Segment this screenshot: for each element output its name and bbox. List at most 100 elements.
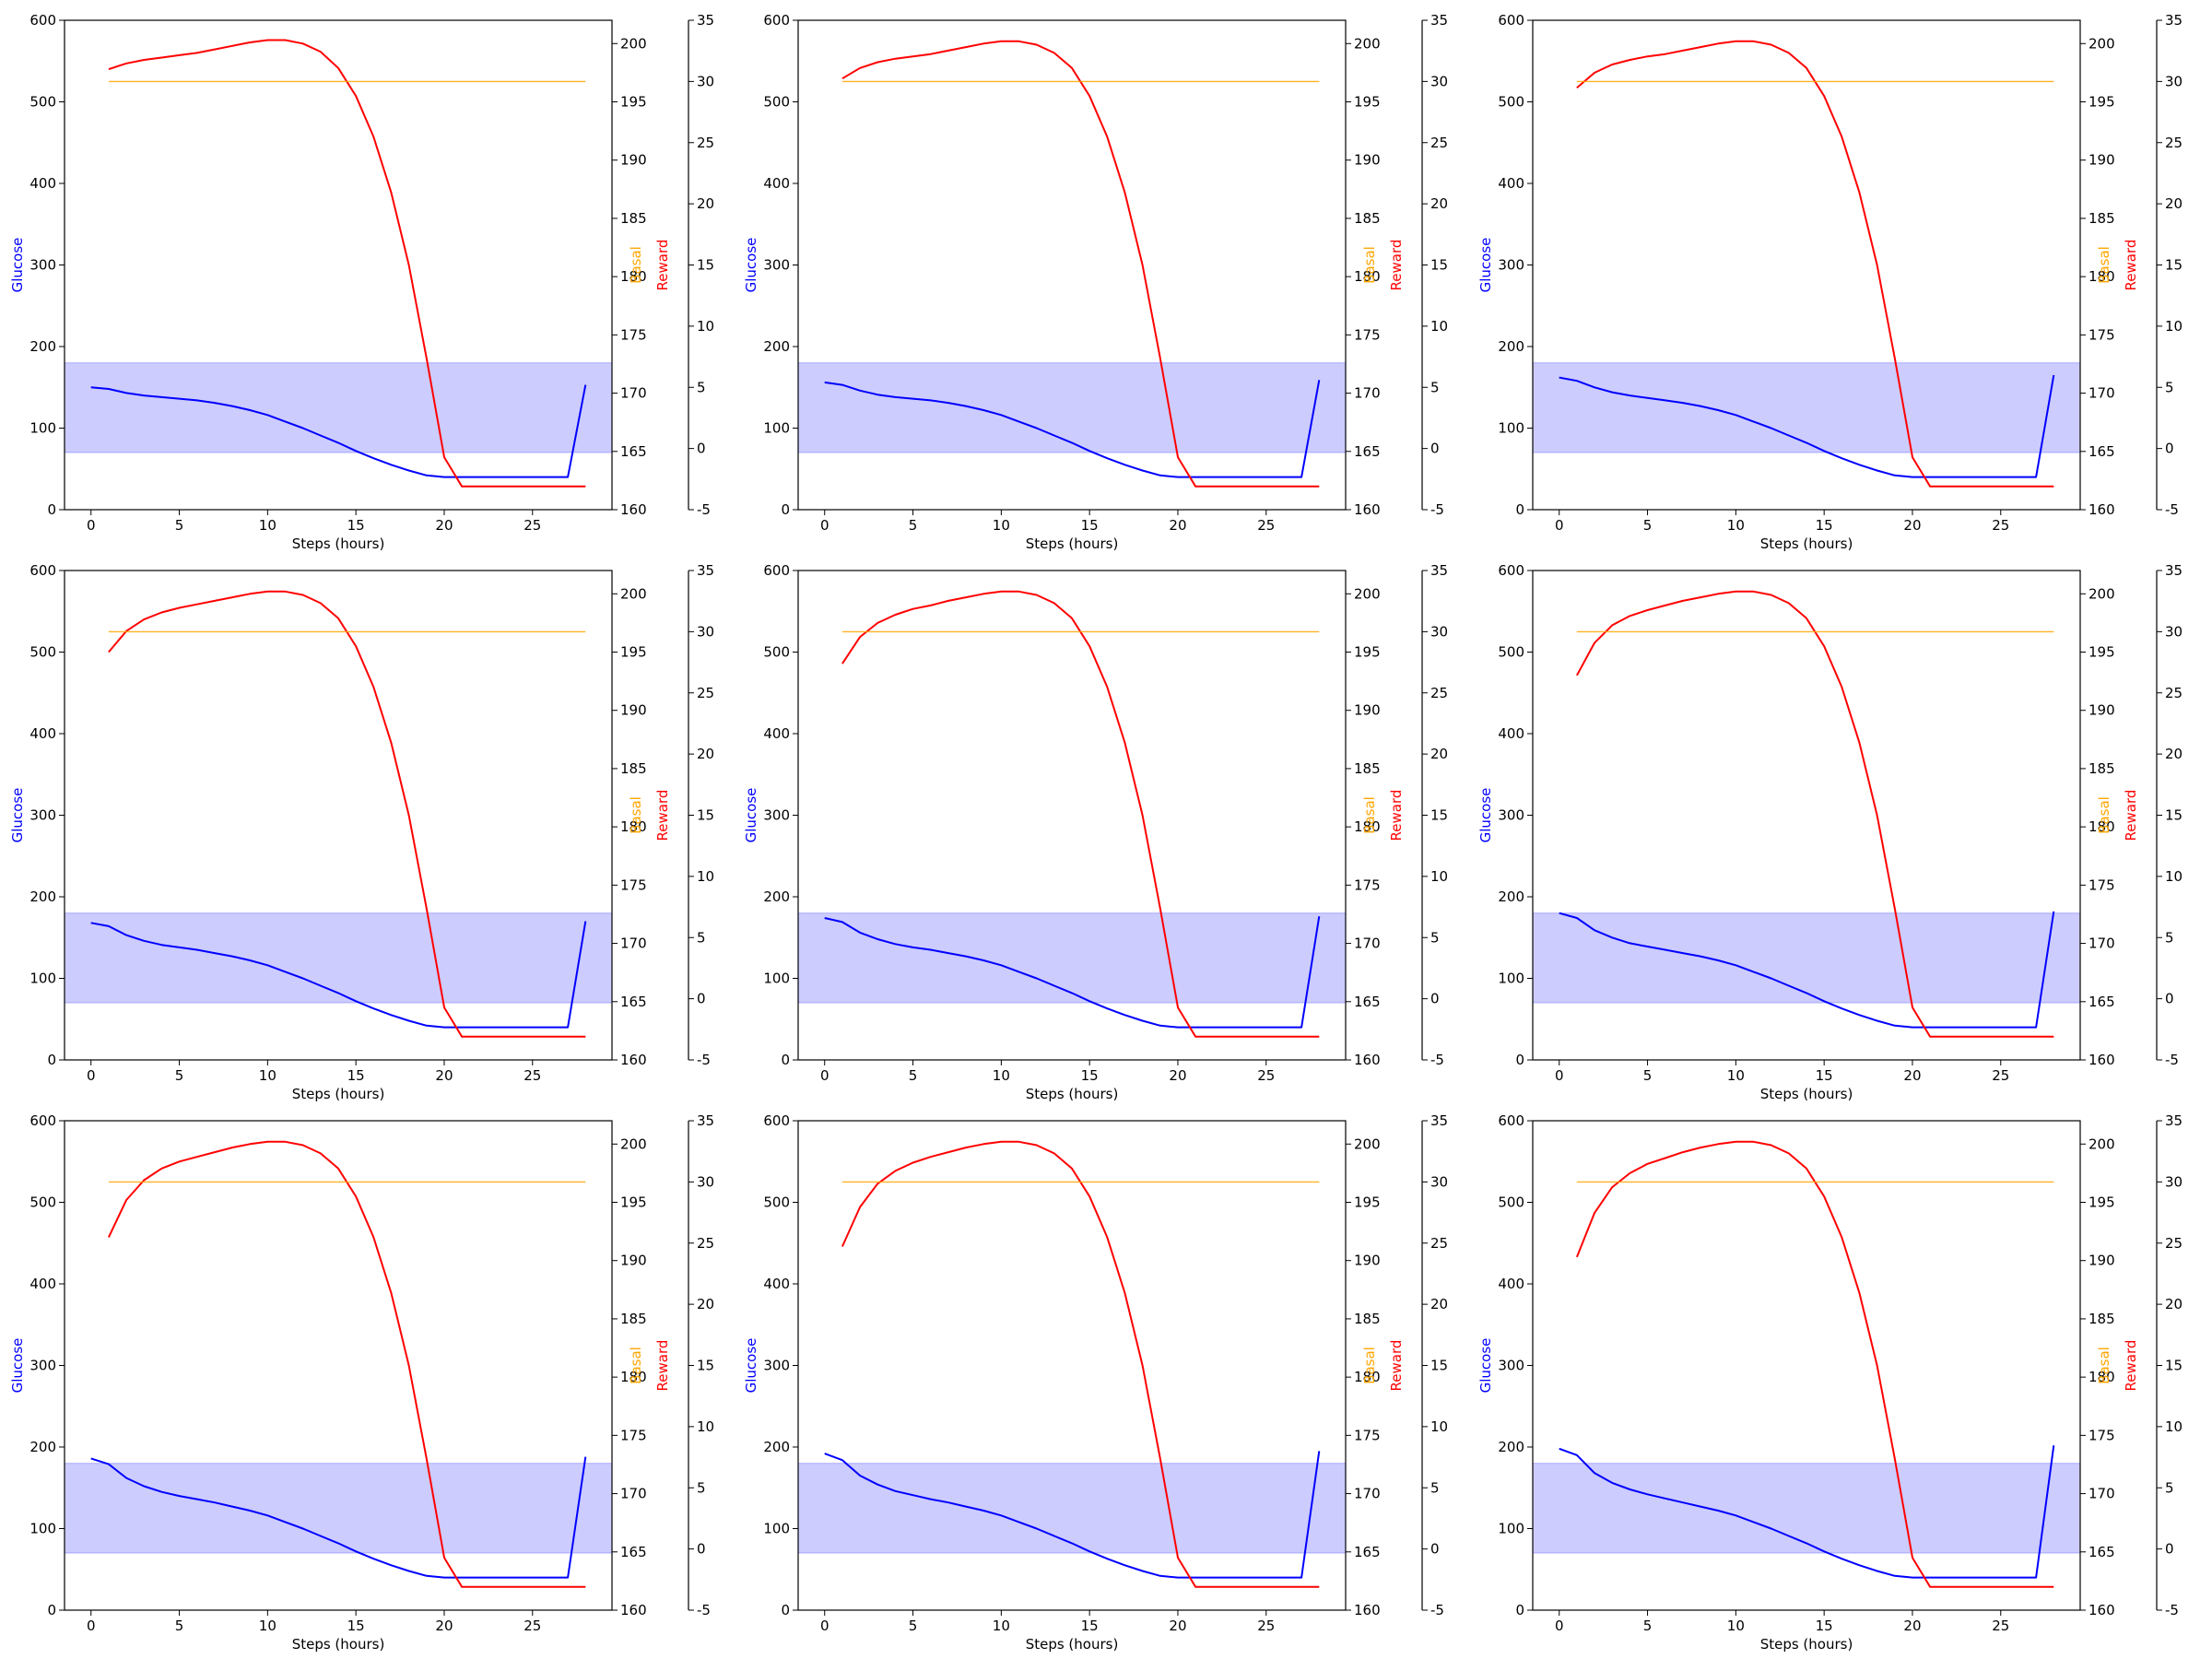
reward-tick-label: 165 bbox=[1354, 443, 1381, 460]
glucose-tick-label: 200 bbox=[1498, 338, 1524, 355]
reward-tick-label: 190 bbox=[2088, 1253, 2115, 1269]
basal-tick-label: -5 bbox=[2165, 501, 2179, 518]
reward-tick-label: 190 bbox=[620, 152, 647, 169]
x-tick-label: 15 bbox=[1081, 1618, 1099, 1634]
target-range-band bbox=[797, 1463, 1347, 1554]
reward-tick-label: 190 bbox=[1354, 1253, 1381, 1269]
glucose-tick-label: 300 bbox=[763, 1358, 790, 1374]
basal-axis-label: Basal bbox=[1361, 796, 1378, 834]
glucose-tick-label: 400 bbox=[763, 1276, 790, 1292]
glucose-tick-label: 600 bbox=[1498, 1112, 1524, 1129]
basal-tick-label: 10 bbox=[2165, 868, 2183, 885]
glucose-tick-label: 600 bbox=[1498, 562, 1524, 579]
reward-tick-label: 180 bbox=[1354, 1369, 1381, 1385]
basal-tick-label: 30 bbox=[697, 73, 714, 89]
glucose-tick-label: 0 bbox=[47, 501, 56, 518]
target-range-band bbox=[1532, 1463, 2081, 1554]
reward-tick-label: 185 bbox=[620, 760, 647, 777]
basal-tick-label: -5 bbox=[2165, 1052, 2179, 1068]
glucose-tick-label: 600 bbox=[29, 1112, 56, 1129]
x-tick-label: 25 bbox=[1992, 517, 2009, 534]
reward-tick-label: 170 bbox=[1354, 385, 1381, 402]
basal-tick-label: 35 bbox=[697, 1112, 714, 1129]
basal-tick-label: 20 bbox=[697, 746, 714, 762]
target-range-band bbox=[64, 1463, 613, 1554]
basal-tick-label: 20 bbox=[697, 1296, 714, 1312]
x-tick-label: 10 bbox=[259, 1067, 276, 1084]
basal-tick-label: 35 bbox=[697, 12, 714, 29]
reward-tick-label: 185 bbox=[620, 210, 647, 227]
reward-tick-label: 170 bbox=[1354, 935, 1381, 952]
reward-tick-label: 190 bbox=[1354, 702, 1381, 719]
reward-tick-label: 195 bbox=[1354, 94, 1381, 111]
basal-tick-label: 30 bbox=[2165, 623, 2183, 640]
reward-tick-label: 190 bbox=[1354, 152, 1381, 169]
basal-axis-label: Basal bbox=[1361, 1347, 1378, 1384]
glucose-tick-label: 400 bbox=[1498, 1276, 1524, 1292]
basal-tick-label: 10 bbox=[2165, 318, 2183, 335]
glucose-tick-label: 200 bbox=[29, 338, 56, 355]
glucose-tick-label: 0 bbox=[47, 1052, 56, 1068]
x-tick-label: 0 bbox=[1555, 1618, 1564, 1634]
x-axis-label: Steps (hours) bbox=[1760, 1636, 1853, 1653]
basal-axis-label: Basal bbox=[2096, 796, 2112, 834]
reward-tick-label: 200 bbox=[620, 585, 647, 602]
reward-tick-label: 165 bbox=[2088, 994, 2115, 1010]
glucose-tick-label: 500 bbox=[29, 1194, 56, 1211]
basal-tick-label: 10 bbox=[697, 318, 714, 335]
basal-tick-label: 35 bbox=[2165, 12, 2183, 29]
glucose-tick-label: 600 bbox=[29, 562, 56, 579]
glucose-tick-label: 0 bbox=[1515, 501, 1524, 518]
glucose-tick-label: 300 bbox=[29, 1358, 56, 1374]
basal-tick-label: 35 bbox=[697, 562, 714, 579]
glucose-tick-label: 500 bbox=[1498, 644, 1524, 661]
x-tick-label: 15 bbox=[1816, 517, 1833, 534]
basal-tick-label: 30 bbox=[697, 1173, 714, 1190]
basal-tick-label: 5 bbox=[697, 929, 706, 946]
target-range-band bbox=[1532, 362, 2081, 453]
reward-axis-label: Reward bbox=[1388, 790, 1405, 841]
reward-tick-label: 165 bbox=[620, 443, 647, 460]
basal-tick-label: 10 bbox=[1430, 868, 1448, 885]
reward-tick-label: 195 bbox=[620, 94, 647, 111]
reward-tick-label: 200 bbox=[2088, 585, 2115, 602]
basal-tick-label: 5 bbox=[1430, 379, 1440, 395]
glucose-tick-label: 100 bbox=[1498, 971, 1524, 987]
x-tick-label: 20 bbox=[1169, 1618, 1186, 1634]
basal-tick-label: 0 bbox=[1430, 1541, 1440, 1558]
x-tick-label: 20 bbox=[1169, 1067, 1186, 1084]
glucose-tick-label: 0 bbox=[1515, 1052, 1524, 1068]
reward-tick-label: 200 bbox=[1354, 1135, 1381, 1152]
glucose-tick-label: 500 bbox=[1498, 1194, 1524, 1211]
reward-tick-label: 200 bbox=[2088, 35, 2115, 52]
reward-tick-label: 195 bbox=[620, 644, 647, 661]
glucose-tick-label: 400 bbox=[29, 175, 56, 192]
reward-tick-label: 200 bbox=[620, 1135, 647, 1152]
basal-tick-label: 30 bbox=[2165, 73, 2183, 89]
basal-tick-label: 15 bbox=[2165, 1358, 2183, 1374]
reward-tick-label: 160 bbox=[620, 501, 647, 518]
reward-axis-label: Reward bbox=[654, 790, 671, 841]
reward-tick-label: 185 bbox=[1354, 760, 1381, 777]
reward-tick-label: 180 bbox=[620, 268, 647, 285]
glucose-tick-label: 300 bbox=[1498, 1358, 1524, 1374]
x-tick-label: 20 bbox=[1169, 517, 1186, 534]
basal-tick-label: 0 bbox=[2165, 991, 2174, 1007]
basal-tick-label: -5 bbox=[697, 1052, 711, 1068]
basal-tick-label: 25 bbox=[2165, 135, 2183, 151]
glucose-tick-label: 200 bbox=[763, 888, 790, 905]
x-tick-label: 5 bbox=[175, 1067, 184, 1084]
reward-tick-label: 170 bbox=[2088, 385, 2115, 402]
glucose-tick-label: 100 bbox=[763, 1521, 790, 1537]
reward-tick-label: 170 bbox=[1354, 1486, 1381, 1502]
x-axis-label: Steps (hours) bbox=[1760, 535, 1853, 552]
basal-tick-label: 15 bbox=[2165, 257, 2183, 274]
reward-tick-label: 200 bbox=[620, 35, 647, 52]
x-tick-label: 25 bbox=[1257, 1618, 1275, 1634]
glucose-tick-label: 400 bbox=[763, 725, 790, 742]
glucose-tick-label: 400 bbox=[29, 1276, 56, 1292]
basal-tick-label: 20 bbox=[1430, 195, 1448, 212]
